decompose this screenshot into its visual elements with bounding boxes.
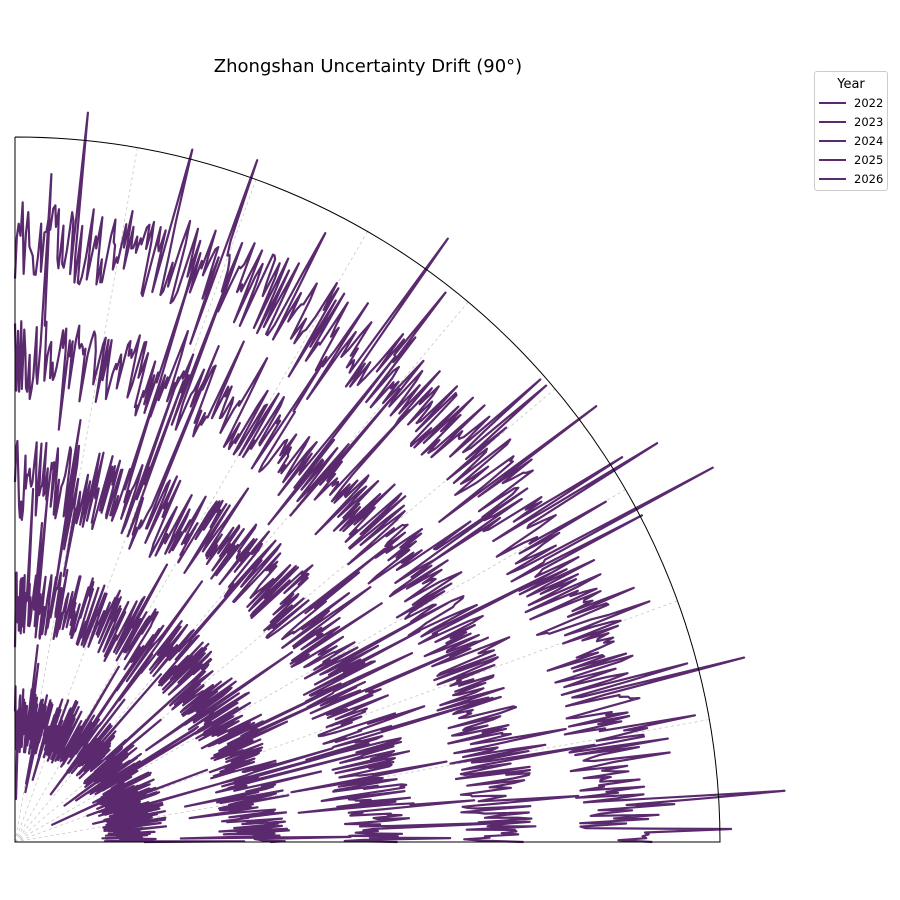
legend-item: 2022 [815, 93, 887, 112]
series-lines [13, 111, 786, 844]
chart-title: Zhongshan Uncertainty Drift (90°) [214, 56, 522, 77]
legend-swatch-2023 [819, 120, 846, 123]
legend-item: 2026 [815, 170, 887, 189]
legend-label-2023: 2023 [854, 114, 884, 129]
legend-swatch-2026 [819, 178, 846, 181]
legend-title: Year [837, 77, 865, 92]
legend-item: 2023 [815, 112, 887, 131]
series-line-2024 [13, 345, 528, 844]
series-line-2022 [13, 644, 246, 844]
legend: Year 2022 2023 2024 2025 2026 [814, 71, 888, 191]
series-line-2025 [13, 173, 596, 844]
legend-item: 2025 [815, 151, 887, 170]
legend-label-2025: 2025 [854, 153, 884, 168]
legend-swatch-2024 [819, 139, 846, 142]
polar-frame [14, 136, 721, 843]
legend-swatch-2025 [819, 159, 846, 162]
series-line-2023 [13, 487, 376, 844]
series-line-2026 [13, 111, 786, 844]
legend-label-2026: 2026 [854, 172, 884, 187]
legend-label-2022: 2022 [854, 95, 884, 110]
legend-item: 2024 [815, 131, 887, 150]
legend-swatch-2022 [819, 101, 846, 104]
legend-label-2024: 2024 [854, 133, 884, 148]
